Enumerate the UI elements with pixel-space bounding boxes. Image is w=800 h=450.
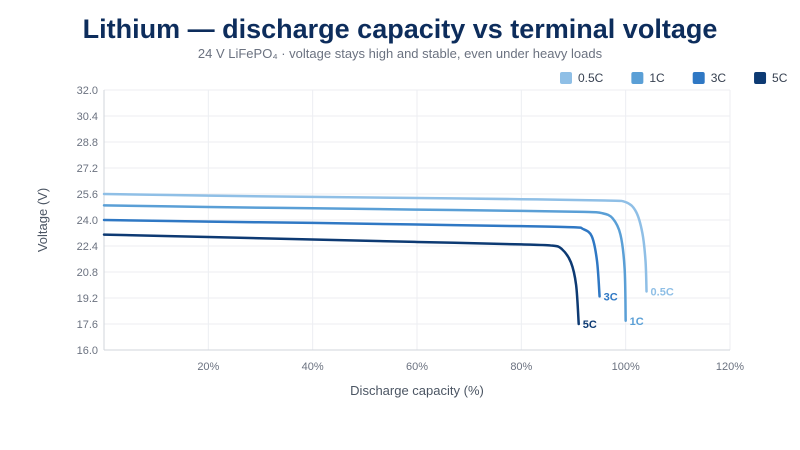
y-tick-label: 20.8 [77,267,98,279]
legend-label: 3C [711,71,727,85]
series-line-1C [102,204,627,322]
y-tick-label: 22.4 [77,241,98,253]
series-end-label: 5C [583,319,597,331]
y-tick-label: 16.0 [77,345,98,357]
legend-item: 1C [631,71,665,85]
y-tick-label: 25.6 [77,189,98,201]
x-tick-label: 60% [406,361,428,373]
series-line-3C [102,218,601,298]
y-tick-label: 32.0 [77,85,98,97]
chart-title: Lithium — discharge capacity vs terminal… [82,14,718,44]
y-tick-label: 28.8 [77,137,98,149]
y-tick-label: 27.2 [77,163,98,175]
legend-label: 5C [772,71,788,85]
series-end-label: 1C [630,316,644,328]
y-tick-label: 24.0 [77,215,98,227]
y-tick-label: 30.4 [77,111,98,123]
series-lines: 0.5C 1C 3C 5C [102,192,674,331]
legend-label: 0.5C [578,71,604,85]
legend-swatch [631,72,644,84]
legend-item: 5C [754,71,788,85]
legend-swatch [754,72,767,84]
legend-item: 3C [692,71,727,85]
legend-swatch [560,72,572,84]
chart-subtitle: 24 V LiFePO₄ · voltage stays high and st… [197,46,603,61]
legend: 0.5C 1C 3C 5C [560,71,788,85]
series-end-label: 0.5C [651,287,674,299]
legend-item: 0.5C [560,71,604,85]
series-line-5C [102,233,580,326]
x-tick-label: 120% [716,361,744,373]
y-axis-label: Voltage (V) [35,188,50,252]
axes: 16.0 17.6 19.2 20.8 22.4 24.0 25.6 27.2 28.8 30.4… [77,85,745,373]
grid [104,89,731,351]
series-line-05C [102,192,648,293]
legend-swatch [692,72,705,84]
x-tick-label: 80% [510,361,532,373]
y-tick-label: 19.2 [77,293,98,305]
x-tick-label: 40% [302,361,324,373]
series-end-label: 3C [604,291,618,303]
x-axis-label: Discharge capacity (%) [350,383,484,398]
x-tick-label: 20% [197,361,219,373]
y-tick-label: 17.6 [77,319,98,331]
legend-label: 1C [649,71,665,85]
x-tick-label: 100% [612,361,640,373]
